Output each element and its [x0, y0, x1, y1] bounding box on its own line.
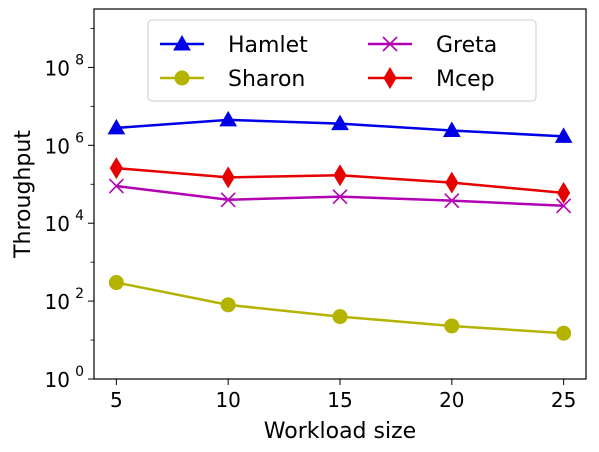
x-tick-label-1: 10	[215, 388, 240, 412]
point-greta-15-stroke-b	[332, 189, 348, 205]
point-greta-5-stroke-b	[108, 178, 124, 194]
y-tick-label-0: 10	[45, 368, 70, 392]
series-greta	[108, 178, 572, 214]
legend-marker-sharon	[174, 70, 190, 86]
y-tick-label-4: 10	[45, 56, 70, 80]
x-axis-label: Workload size	[264, 419, 416, 444]
point-sharon-15	[332, 309, 348, 325]
legend-label-mcep: Mcep	[436, 67, 495, 92]
legend-marker-greta	[382, 36, 398, 52]
y-tick-label-3: 10	[45, 134, 70, 158]
point-mcep-25	[557, 181, 571, 204]
point-hamlet-20	[442, 121, 461, 138]
series-mcep	[109, 157, 571, 204]
legend-entry-hamlet: Hamlet	[160, 33, 308, 58]
series-line-sharon	[116, 281, 564, 335]
point-greta-5	[108, 178, 124, 194]
point-sharon-5	[108, 275, 124, 291]
x-tick-label-0: 5	[110, 388, 123, 412]
point-greta-20	[444, 193, 460, 209]
legend-marker-hamlet	[173, 34, 191, 51]
point-hamlet-25	[554, 127, 573, 143]
series-hamlet	[107, 110, 573, 143]
legend-box	[147, 19, 537, 102]
point-greta-20-stroke-b	[444, 193, 460, 209]
y-axis: 10 0 10 2 10 4 10 6 10 8	[45, 28, 94, 392]
x-tick-label-3: 20	[439, 388, 464, 412]
chart-marks	[107, 110, 573, 341]
y-tick-label-2: 10	[45, 212, 70, 236]
legend-label-sharon: Sharon	[228, 67, 305, 92]
y-tick-label-exponent-0: 0	[75, 364, 84, 380]
point-mcep-10	[221, 166, 235, 189]
legend-label-greta: Greta	[436, 33, 497, 58]
y-tick-label-exponent-4: 8	[75, 52, 84, 68]
point-mcep-15	[333, 164, 347, 187]
legend-marker-mcep	[383, 67, 397, 89]
x-tick-label-2: 15	[327, 388, 352, 412]
legend-entry-sharon: Sharon	[160, 67, 305, 92]
legend-marker-greta-stroke-b	[382, 36, 398, 52]
point-sharon-20	[444, 318, 460, 334]
y-tick-label-exponent-3: 6	[75, 130, 84, 146]
x-tick-label-4: 25	[551, 388, 576, 412]
series-sharon	[108, 275, 572, 341]
x-axis: 5 10 15 20 25	[110, 379, 576, 412]
point-hamlet-5	[107, 118, 126, 135]
point-mcep-5	[109, 157, 123, 180]
point-greta-15	[332, 189, 348, 205]
point-greta-10	[220, 192, 236, 208]
legend-label-hamlet: Hamlet	[228, 33, 308, 58]
y-tick-label-exponent-1: 2	[75, 286, 84, 302]
legend-entry-greta: Greta	[368, 33, 497, 58]
point-sharon-25	[556, 325, 572, 341]
point-greta-25	[556, 198, 572, 214]
point-mcep-20	[445, 171, 459, 194]
point-greta-25-stroke-b	[556, 198, 572, 214]
point-hamlet-15	[331, 114, 349, 131]
point-greta-10-stroke-b	[220, 192, 236, 208]
y-tick-label-1: 10	[45, 290, 70, 314]
point-sharon-10	[220, 297, 236, 313]
point-hamlet-10	[219, 110, 238, 127]
y-axis-label: Throughput	[11, 130, 36, 259]
legend: Hamlet Greta Sharon Mcep	[147, 19, 537, 102]
y-tick-label-exponent-2: 4	[75, 208, 84, 224]
legend-entry-mcep: Mcep	[368, 67, 495, 92]
